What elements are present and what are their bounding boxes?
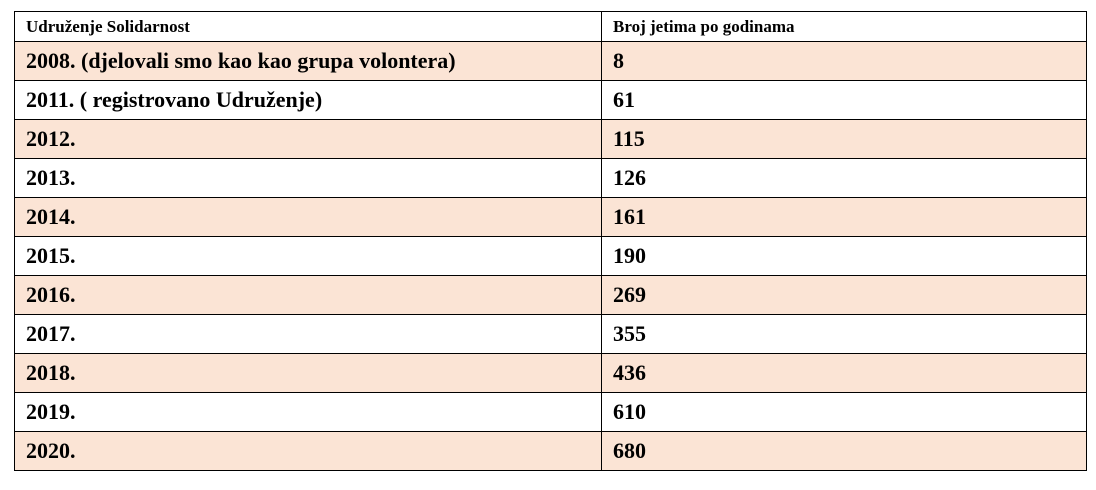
year-cell: 2020. [14,431,602,471]
header-row: Udruženje Solidarnost Broj jetima po god… [14,11,1087,42]
count-cell: 355 [601,314,1087,354]
table-row: 2015. 190 [14,236,1087,276]
table-row: 2014. 161 [14,197,1087,237]
orphans-by-year-table: Udruženje Solidarnost Broj jetima po god… [14,11,1087,471]
table-row: 2013. 126 [14,158,1087,198]
count-cell: 190 [601,236,1087,276]
year-cell: 2013. [14,158,602,198]
count-cell: 269 [601,275,1087,315]
count-cell: 161 [601,197,1087,237]
table-row: 2011. ( registrovano Udruženje) 61 [14,80,1087,120]
year-cell: 2014. [14,197,602,237]
table-row: 2012. 115 [14,119,1087,159]
count-cell: 436 [601,353,1087,393]
table-row: 2020. 680 [14,431,1087,471]
count-cell: 61 [601,80,1087,120]
year-cell: 2019. [14,392,602,432]
table-body: 2008. (djelovali smo kao kao grupa volon… [14,41,1087,471]
header-orphan-count: Broj jetima po godinama [601,11,1087,42]
count-cell: 610 [601,392,1087,432]
year-cell: 2008. (djelovali smo kao kao grupa volon… [14,41,602,81]
table-row: 2008. (djelovali smo kao kao grupa volon… [14,41,1087,81]
year-cell: 2012. [14,119,602,159]
table-header: Udruženje Solidarnost Broj jetima po god… [14,11,1087,42]
count-cell: 126 [601,158,1087,198]
table-row: 2016. 269 [14,275,1087,315]
header-organization: Udruženje Solidarnost [14,11,602,42]
table-row: 2019. 610 [14,392,1087,432]
year-cell: 2015. [14,236,602,276]
year-cell: 2018. [14,353,602,393]
table-row: 2017. 355 [14,314,1087,354]
count-cell: 8 [601,41,1087,81]
table-row: 2018. 436 [14,353,1087,393]
count-cell: 680 [601,431,1087,471]
year-cell: 2017. [14,314,602,354]
count-cell: 115 [601,119,1087,159]
year-cell: 2011. ( registrovano Udruženje) [14,80,602,120]
year-cell: 2016. [14,275,602,315]
